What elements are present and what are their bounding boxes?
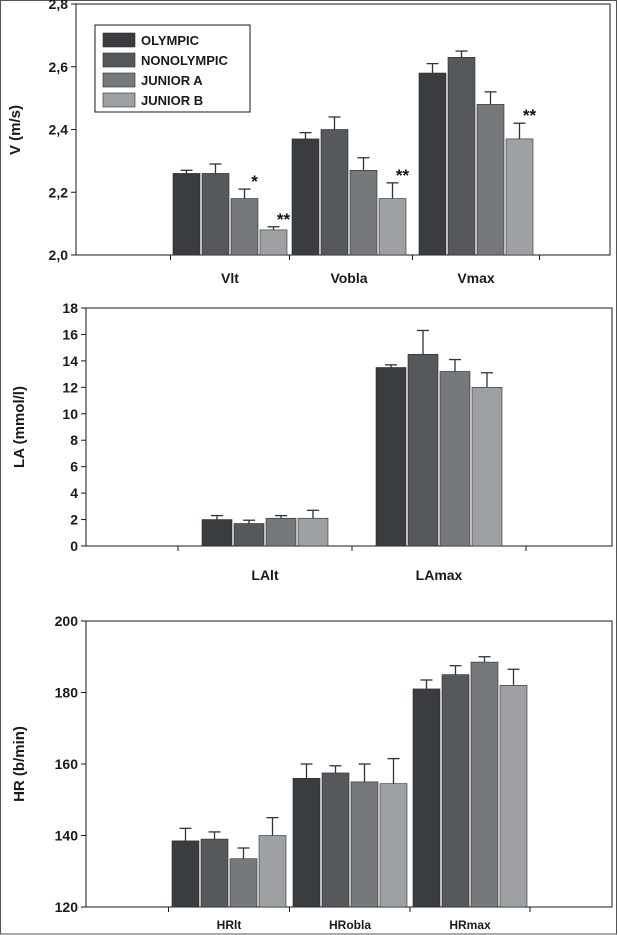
bar [230,198,259,256]
y-axis-label: LA (mmol/l) [11,386,28,468]
bar [378,198,407,256]
bar [233,523,265,547]
bar [476,104,505,256]
bar [297,517,329,547]
velocity-chart: 2,02,22,42,62,8V (m/s)Vlt Vobla Vmax******… [7,0,611,286]
legend-swatch [102,32,136,48]
bar [292,777,321,908]
bar [375,367,407,547]
y-tick-label: 200 [55,613,79,629]
chart-legend: OLYMPIC NONOLYMPIC JUNIOR A JUNIOR B [94,24,251,113]
bar [350,781,379,908]
legend-label: JUNIOR A [141,73,203,88]
y-tick-label: 0 [70,538,78,554]
category-label: Vmax [457,270,495,286]
y-tick-label: 2,4 [49,122,69,138]
bar [471,387,503,547]
significance-annotation: * [251,172,258,191]
bar [418,72,447,256]
bar [499,685,528,908]
bar [349,169,378,256]
y-axis-label: V (m/s) [7,105,24,155]
bar [407,353,439,547]
bar [439,371,471,547]
bar [201,519,233,547]
y-tick-label: 16 [62,326,78,342]
legend-label: NONOLYMPIC [141,53,229,68]
y-tick-label: 120 [55,899,79,915]
legend-swatch [102,72,136,88]
lactate-chart: 0 2 4 6 8 10 12 14 16 18 LA (mmol/l) LAlt LAmax [11,300,613,583]
y-tick-label: 12 [62,379,78,395]
bar [259,229,288,256]
bar [265,517,297,547]
y-tick-label: 160 [55,756,79,772]
bar [441,674,470,908]
category-label: HRobla [329,918,371,932]
y-tick-label: 2 [70,512,78,528]
bar [258,835,287,908]
bar [201,173,230,256]
significance-annotation: ** [277,210,291,229]
bar [172,173,201,256]
category-label: HRmax [449,918,491,932]
legend-swatch [102,52,136,68]
bar [505,138,534,256]
legend-label: JUNIOR B [141,93,203,108]
y-tick-label: 2,0 [49,247,69,263]
plot-area [85,307,613,547]
bar [321,772,350,908]
category-label: LAmax [416,567,463,583]
y-tick-label: 2,8 [49,0,69,12]
significance-annotation: ** [523,106,537,125]
y-tick-label: 2,2 [49,184,69,200]
category-label: LAlt [251,567,279,583]
bar [447,57,476,256]
bar [379,783,408,908]
y-tick-label: 6 [70,459,78,475]
bar [412,688,441,908]
significance-annotation: ** [396,166,410,185]
y-tick-label: 140 [55,828,79,844]
bar [291,138,320,256]
y-axis-label: HR (b/min) [11,726,28,802]
bar [470,661,499,908]
y-tick-label: 8 [70,432,78,448]
legend-label: OLYMPIC [141,33,200,48]
bar [229,858,258,908]
y-tick-label: 2,6 [49,59,69,75]
heart-rate-chart: 120 140 160 180 200 HR (b/min) HRlt HRobla HRmax [11,613,613,932]
legend-swatch [102,92,136,108]
category-label: Vlt [221,270,239,286]
bar [320,129,349,256]
bar [200,838,229,908]
y-tick-label: 10 [62,406,78,422]
category-label: HRlt [217,918,242,932]
y-tick-label: 14 [62,353,78,369]
y-tick-label: 180 [55,685,79,701]
bar [171,840,200,908]
y-tick-label: 18 [62,300,78,316]
category-label: Vobla [330,270,367,286]
y-tick-label: 4 [70,485,78,501]
